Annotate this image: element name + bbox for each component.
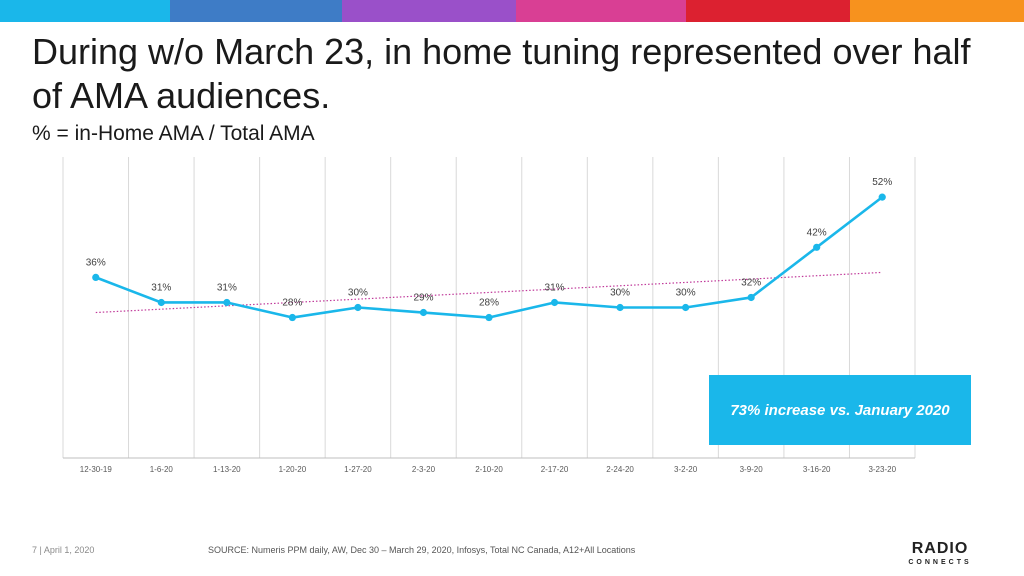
slide-title: During w/o March 23, in home tuning repr…: [32, 31, 971, 116]
data-point: [813, 243, 821, 251]
data-point: [223, 298, 231, 307]
data-label: 31%: [217, 282, 237, 293]
data-label: 30%: [676, 288, 696, 299]
data-point: [354, 303, 362, 312]
data-point: [682, 303, 690, 312]
x-tick-label: 3-23-20: [868, 465, 896, 474]
color-bar-segment: [850, 0, 1024, 22]
color-bar-segment: [516, 0, 686, 22]
x-tick-label: 1-27-20: [344, 465, 372, 474]
data-point: [878, 193, 886, 201]
data-label: 30%: [610, 288, 630, 299]
data-label: 31%: [151, 282, 171, 293]
slide-subtitle: % = in-Home AMA / Total AMA: [32, 122, 315, 145]
data-label: 52%: [872, 177, 892, 188]
source-note: SOURCE: Numeris PPM daily, AW, Dec 30 – …: [208, 545, 636, 555]
x-tick-label: 3-9-20: [740, 465, 764, 474]
color-bar-segment: [342, 0, 516, 22]
data-point: [485, 313, 493, 322]
page-info: 7 | April 1, 2020: [32, 545, 95, 555]
x-tick-label: 2-17-20: [541, 465, 569, 474]
color-bar-segment: [0, 0, 170, 22]
data-point: [419, 308, 428, 317]
x-tick-label: 1-20-20: [279, 465, 307, 474]
data-label: 31%: [545, 282, 565, 293]
data-point: [747, 293, 755, 302]
radio-connects-logo: RADIO CONNECTS: [905, 540, 975, 566]
color-bar: [0, 0, 1024, 22]
logo-sub-text: CONNECTS: [908, 559, 972, 566]
x-tick-label: 2-10-20: [475, 465, 503, 474]
logo-main-text: RADIO: [911, 540, 969, 557]
x-tick-label: 1-13-20: [213, 465, 241, 474]
color-bar-segment: [170, 0, 342, 22]
data-label: 36%: [86, 257, 106, 268]
x-tick-label: 1-6-20: [150, 465, 174, 474]
data-label: 28%: [479, 298, 499, 309]
data-label: 42%: [807, 227, 827, 238]
x-tick-label: 12-30-19: [80, 465, 113, 474]
data-point: [92, 273, 100, 281]
data-label: 29%: [413, 293, 433, 304]
data-label: 28%: [282, 298, 302, 309]
data-point: [616, 303, 624, 312]
x-tick-label: 3-16-20: [803, 465, 831, 474]
x-tick-label: 3-2-20: [674, 465, 698, 474]
callout-text: 73% increase vs. January 2020: [730, 401, 950, 419]
callout-box: 73% increase vs. January 2020: [709, 375, 971, 445]
color-bar-segment: [686, 0, 850, 22]
data-point: [288, 313, 296, 322]
data-point: [157, 298, 165, 307]
data-point: [550, 298, 559, 307]
data-label: 30%: [348, 288, 368, 299]
x-tick-label: 2-24-20: [606, 465, 634, 474]
x-tick-label: 2-3-20: [412, 465, 436, 474]
data-label: 32%: [741, 277, 761, 288]
